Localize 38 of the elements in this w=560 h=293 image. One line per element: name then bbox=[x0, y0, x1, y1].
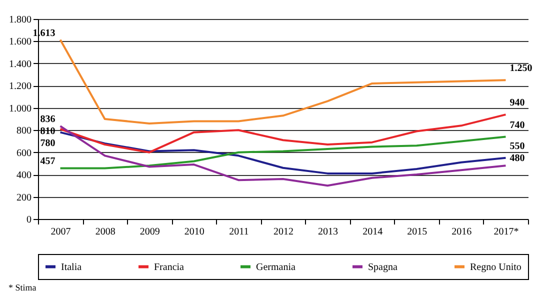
line-series bbox=[59, 38, 507, 124]
y-tick-label: 1.000 bbox=[9, 103, 32, 114]
data-label: 1.250 bbox=[510, 63, 532, 74]
y-tick-label: 600 bbox=[16, 148, 32, 159]
text: * Stima bbox=[8, 282, 36, 292]
y-tick-label: 800 bbox=[16, 126, 32, 137]
y-tick-label: 1.200 bbox=[9, 81, 32, 92]
x-tick-label: 2017* bbox=[494, 226, 519, 238]
line-series bbox=[59, 125, 507, 187]
x-tick-label: 2013 bbox=[318, 226, 338, 238]
data-label: 740 bbox=[510, 120, 525, 131]
y-tick-label: 400 bbox=[16, 170, 32, 182]
x-tick-label: 2015 bbox=[407, 226, 428, 238]
x-tick-label: 2012 bbox=[274, 226, 294, 238]
legend-label: Germania bbox=[256, 262, 296, 273]
y-tick-label: 1.600 bbox=[9, 36, 32, 48]
data-label: 780 bbox=[40, 138, 56, 150]
data-label: 940 bbox=[510, 98, 525, 109]
x-tick-label: 2011 bbox=[229, 226, 249, 238]
legend-label: Regno Unito bbox=[470, 262, 522, 273]
y-tick-label: 1.800 bbox=[9, 14, 32, 26]
legend-label: Francia bbox=[154, 262, 185, 273]
y-tick-label: 200 bbox=[16, 192, 32, 204]
y-tick-label: 0 bbox=[26, 214, 32, 226]
x-tick-label: 2016 bbox=[452, 226, 472, 238]
line-series bbox=[59, 114, 507, 154]
legend-label: Spagna bbox=[368, 262, 398, 273]
data-label: 480 bbox=[510, 152, 525, 164]
data-label: 836 bbox=[40, 114, 56, 126]
x-tick-label: 2010 bbox=[184, 226, 204, 238]
x-tick-label: 2007 bbox=[50, 226, 71, 238]
x-tick-label: 2009 bbox=[140, 226, 160, 238]
legend-label: Italia bbox=[61, 262, 82, 273]
data-label: 457 bbox=[40, 156, 56, 168]
x-tick-label: 2014 bbox=[362, 226, 383, 238]
x-tick-label: 2008 bbox=[95, 226, 116, 238]
data-label: 550 bbox=[510, 140, 525, 152]
y-tick-label: 1.400 bbox=[9, 58, 32, 70]
